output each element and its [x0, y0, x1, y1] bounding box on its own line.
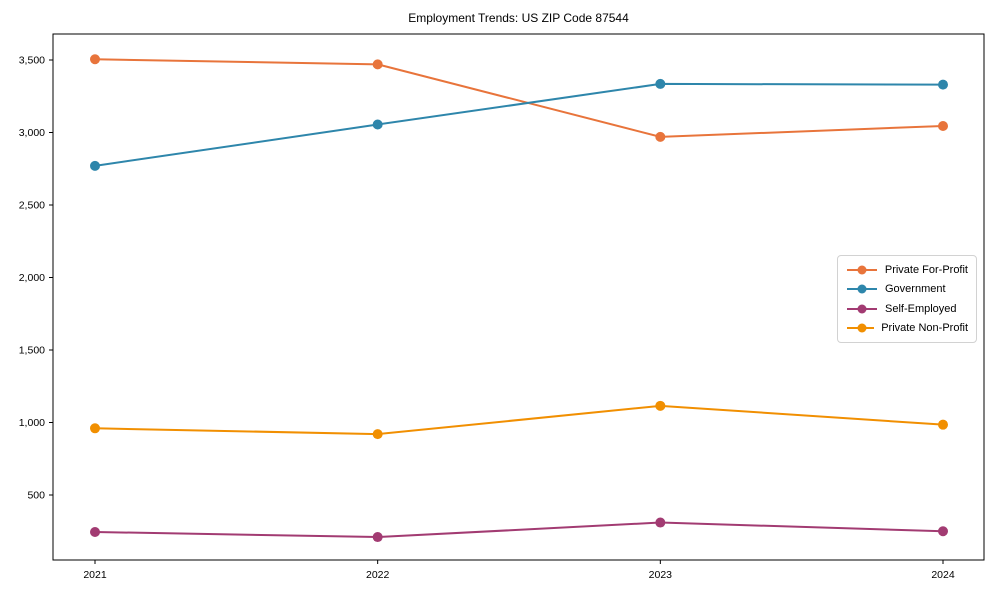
- y-tick-label: 1,000: [19, 417, 45, 429]
- legend-dot: [857, 265, 867, 275]
- legend-item: Private Non-Profit: [846, 319, 968, 337]
- legend-marker-icon: [847, 284, 877, 294]
- data-point-marker: [655, 517, 666, 528]
- legend-dot: [857, 323, 867, 333]
- data-point-marker: [372, 429, 383, 440]
- data-point-marker: [938, 79, 948, 90]
- legend-marker-icon: [847, 265, 877, 275]
- series-line: [94, 404, 944, 436]
- y-tick-label: 500: [27, 490, 45, 502]
- data-point-marker: [655, 78, 666, 89]
- legend-label: Private For-Profit: [884, 263, 968, 276]
- data-point-marker: [372, 532, 383, 543]
- data-point-marker: [372, 119, 383, 130]
- y-tick-label: 2,000: [19, 272, 45, 284]
- x-tick-label: 2022: [366, 569, 390, 581]
- data-point-marker: [938, 120, 948, 131]
- legend-label: Government: [885, 283, 946, 296]
- chart-title: Employment Trends: US ZIP Code 87544: [408, 11, 629, 25]
- chart-legend: Private For-Profit Government Self-Employe…: [837, 255, 977, 343]
- x-tick-label: 2021: [83, 569, 107, 581]
- series-line: [94, 82, 944, 167]
- legend-item: Self-Employed: [846, 300, 968, 318]
- legend-marker-icon: [847, 304, 877, 314]
- legend-label: Private Non-Profit: [881, 322, 968, 335]
- y-tick-label: 1,500: [19, 345, 45, 357]
- data-point-marker: [655, 131, 666, 142]
- legend-label: Self-Employed: [885, 302, 957, 315]
- legend-marker-icon: [847, 323, 875, 333]
- legend-dot: [857, 284, 867, 294]
- plot-box: [52, 33, 985, 561]
- data-point-marker: [90, 160, 100, 171]
- x-tick-label: 2023: [649, 569, 673, 581]
- data-point-marker: [90, 54, 100, 65]
- data-point-marker: [938, 526, 948, 537]
- y-tick-label: 3,000: [19, 127, 45, 139]
- legend-item: Private For-Profit: [846, 261, 968, 279]
- y-tick-label: 2,500: [19, 200, 45, 212]
- data-point-marker: [90, 423, 100, 434]
- data-point-marker: [938, 419, 948, 430]
- x-tick-label: 2024: [931, 569, 955, 581]
- data-point-marker: [372, 59, 383, 70]
- series-line: [94, 58, 944, 138]
- legend-dot: [857, 304, 867, 314]
- legend-item: Government: [846, 280, 968, 298]
- y-tick-label: 3,500: [19, 55, 45, 67]
- data-point-marker: [655, 400, 666, 411]
- series-line: [94, 521, 944, 539]
- data-point-marker: [90, 526, 100, 537]
